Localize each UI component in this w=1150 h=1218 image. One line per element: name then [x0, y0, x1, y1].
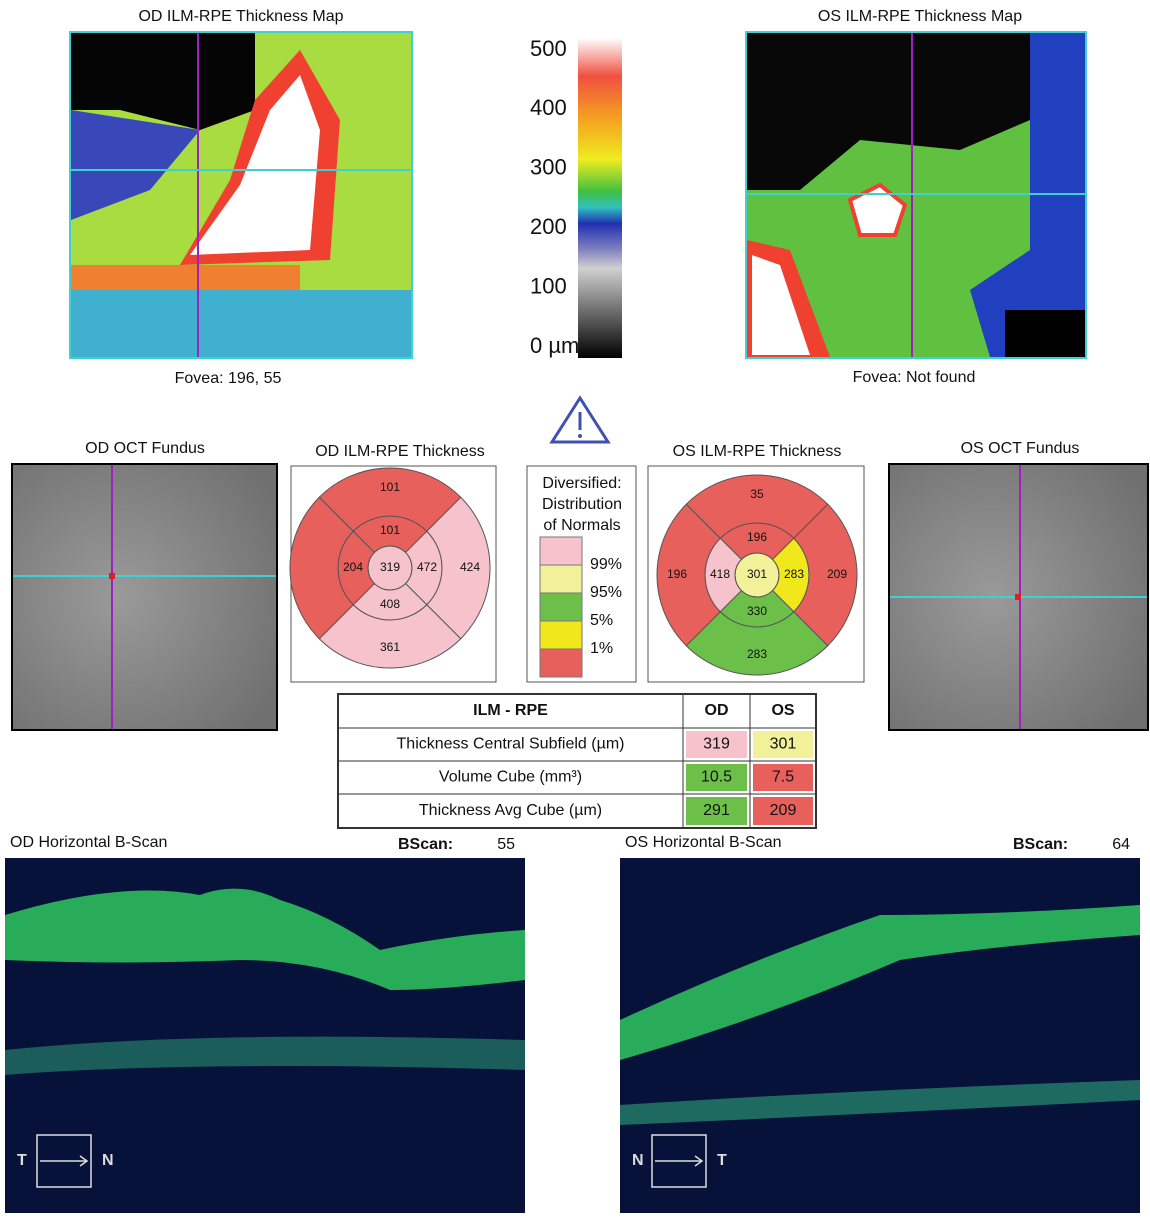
fovea-text: Fovea: Not found	[853, 369, 976, 386]
table-header: ILM - RPE	[473, 702, 548, 719]
os-bscan-image	[620, 858, 1140, 1213]
legend-swatch	[540, 537, 582, 565]
sector-value: 35	[750, 487, 764, 501]
od-fundus-image	[12, 464, 277, 730]
sector-value: 361	[380, 640, 400, 654]
sector-value: 424	[460, 560, 480, 574]
scale-tick-label: 200	[530, 214, 567, 239]
table-text: Volume Cube (mm³)	[439, 769, 582, 786]
sector-value: 319	[380, 560, 400, 574]
sector-title: OS ILM-RPE Thickness	[673, 443, 842, 460]
legend-swatch	[540, 565, 582, 593]
map-title: OD ILM-RPE Thickness Map	[138, 8, 343, 25]
table-text: 301	[770, 736, 797, 753]
table-text: 319	[703, 736, 730, 753]
sector-value: 283	[747, 647, 767, 661]
fovea-text: Fovea: 196, 55	[175, 370, 282, 387]
sector-value: 418	[710, 567, 730, 581]
sector-value: 196	[747, 530, 767, 544]
table-header: OD	[705, 702, 729, 719]
sector-value: 209	[827, 567, 847, 581]
sector-value: 301	[747, 567, 767, 581]
bscan-label: BScan:	[398, 836, 453, 853]
sector-value: 472	[417, 560, 437, 574]
od-bscan-image	[5, 858, 525, 1213]
table-text: Thickness Central Subfield (µm)	[397, 736, 625, 753]
sector-value: 101	[380, 523, 400, 537]
od-thickness-map	[70, 32, 412, 358]
bscan-title: OS Horizontal B-Scan	[625, 834, 782, 851]
sector-value: 204	[343, 560, 363, 574]
legend-label: 99%	[590, 556, 622, 573]
legend-label: 95%	[590, 584, 622, 601]
report: OD ILM-RPE Thickness Map Fovea: 196, 55 …	[0, 0, 1150, 1213]
legend-title: Diversified:	[542, 475, 621, 492]
page: OD ILM-RPE Thickness Map Fovea: 196, 55 …	[0, 0, 1150, 1218]
bscan-number: 55	[497, 836, 515, 853]
fundus-title: OD OCT Fundus	[85, 440, 205, 457]
table-text: 209	[770, 802, 797, 819]
legend-label: 1%	[590, 640, 613, 657]
scale-tick-label: 0 µm	[530, 333, 579, 358]
scale-tick-label: 400	[530, 95, 567, 120]
bscan-number: 64	[1112, 836, 1130, 853]
sector-value: 283	[784, 567, 804, 581]
table-text: Thickness Avg Cube (µm)	[419, 802, 602, 819]
warning-icon	[552, 398, 608, 442]
table-header: OS	[771, 702, 794, 719]
scale-tick-label: 500	[530, 36, 567, 61]
orientation-left: T	[17, 1152, 27, 1169]
orientation-right: T	[717, 1152, 727, 1169]
legend-swatch	[540, 621, 582, 649]
table-text: 10.5	[701, 769, 732, 786]
bscan-title: OD Horizontal B-Scan	[10, 834, 167, 851]
bscan-label: BScan:	[1013, 836, 1068, 853]
sector-value: 101	[380, 480, 400, 494]
map-title: OS ILM-RPE Thickness Map	[818, 8, 1022, 25]
sector-value: 330	[747, 604, 767, 618]
sector-value: 408	[380, 597, 400, 611]
scale-tick-label: 300	[530, 155, 567, 180]
color-scale-bar	[578, 38, 622, 358]
table-text: 291	[703, 802, 730, 819]
scale-tick-label: 100	[530, 273, 567, 298]
table-text: 7.5	[772, 769, 794, 786]
legend-swatch	[540, 649, 582, 677]
orientation-right: N	[102, 1152, 114, 1169]
legend-swatch	[540, 593, 582, 621]
sector-value: 196	[667, 567, 687, 581]
fundus-title: OS OCT Fundus	[961, 440, 1080, 457]
legend-title: of Normals	[543, 517, 620, 534]
os-fundus-image	[889, 464, 1148, 730]
legend-label: 5%	[590, 612, 613, 629]
orientation-left: N	[632, 1152, 644, 1169]
legend-title: Distribution	[542, 496, 622, 513]
sector-title: OD ILM-RPE Thickness	[315, 443, 485, 460]
os-thickness-map	[746, 32, 1086, 358]
